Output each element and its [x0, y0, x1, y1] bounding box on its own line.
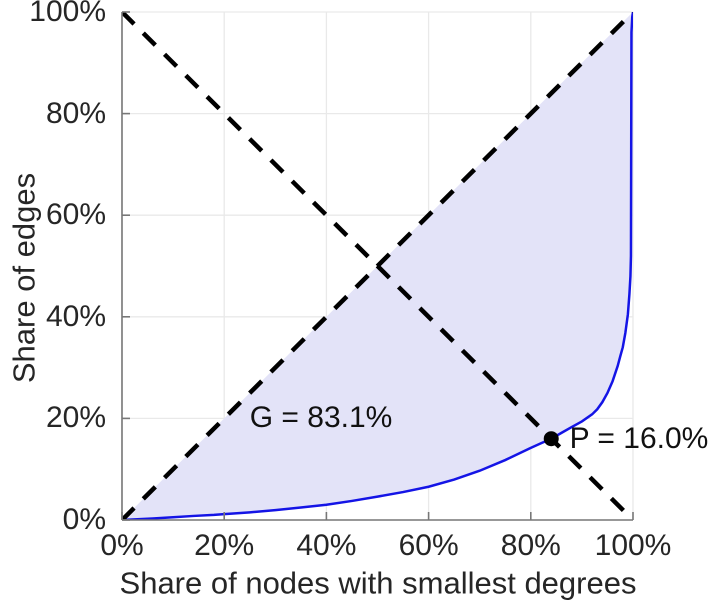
y-tick-label: 40% [45, 299, 106, 333]
p-annotation: P = 16.0% [569, 421, 709, 455]
intersection-point-marker [543, 431, 559, 447]
lorenz-curve-line [122, 12, 633, 520]
x-axis-title: Share of nodes with smallest degrees [119, 565, 637, 600]
y-axis-title: Share of edges [6, 172, 42, 384]
x-tick-label: 20% [194, 529, 255, 562]
x-tick-label: 80% [500, 529, 561, 562]
y-tick-label: 0% [62, 503, 106, 536]
y-tick-label: 80% [45, 96, 106, 130]
x-tick-label: 40% [296, 529, 357, 562]
x-tick-label: 100% [594, 529, 672, 562]
y-tick-label: 100% [29, 0, 106, 28]
y-tick-label: 60% [45, 198, 106, 232]
axes-and-ticks [121, 11, 634, 521]
gini-annotation: G = 83.1% [249, 401, 393, 435]
x-tick-label: 60% [398, 529, 459, 562]
x-tick-label: 0% [100, 529, 144, 562]
y-tick-label: 20% [45, 401, 106, 435]
